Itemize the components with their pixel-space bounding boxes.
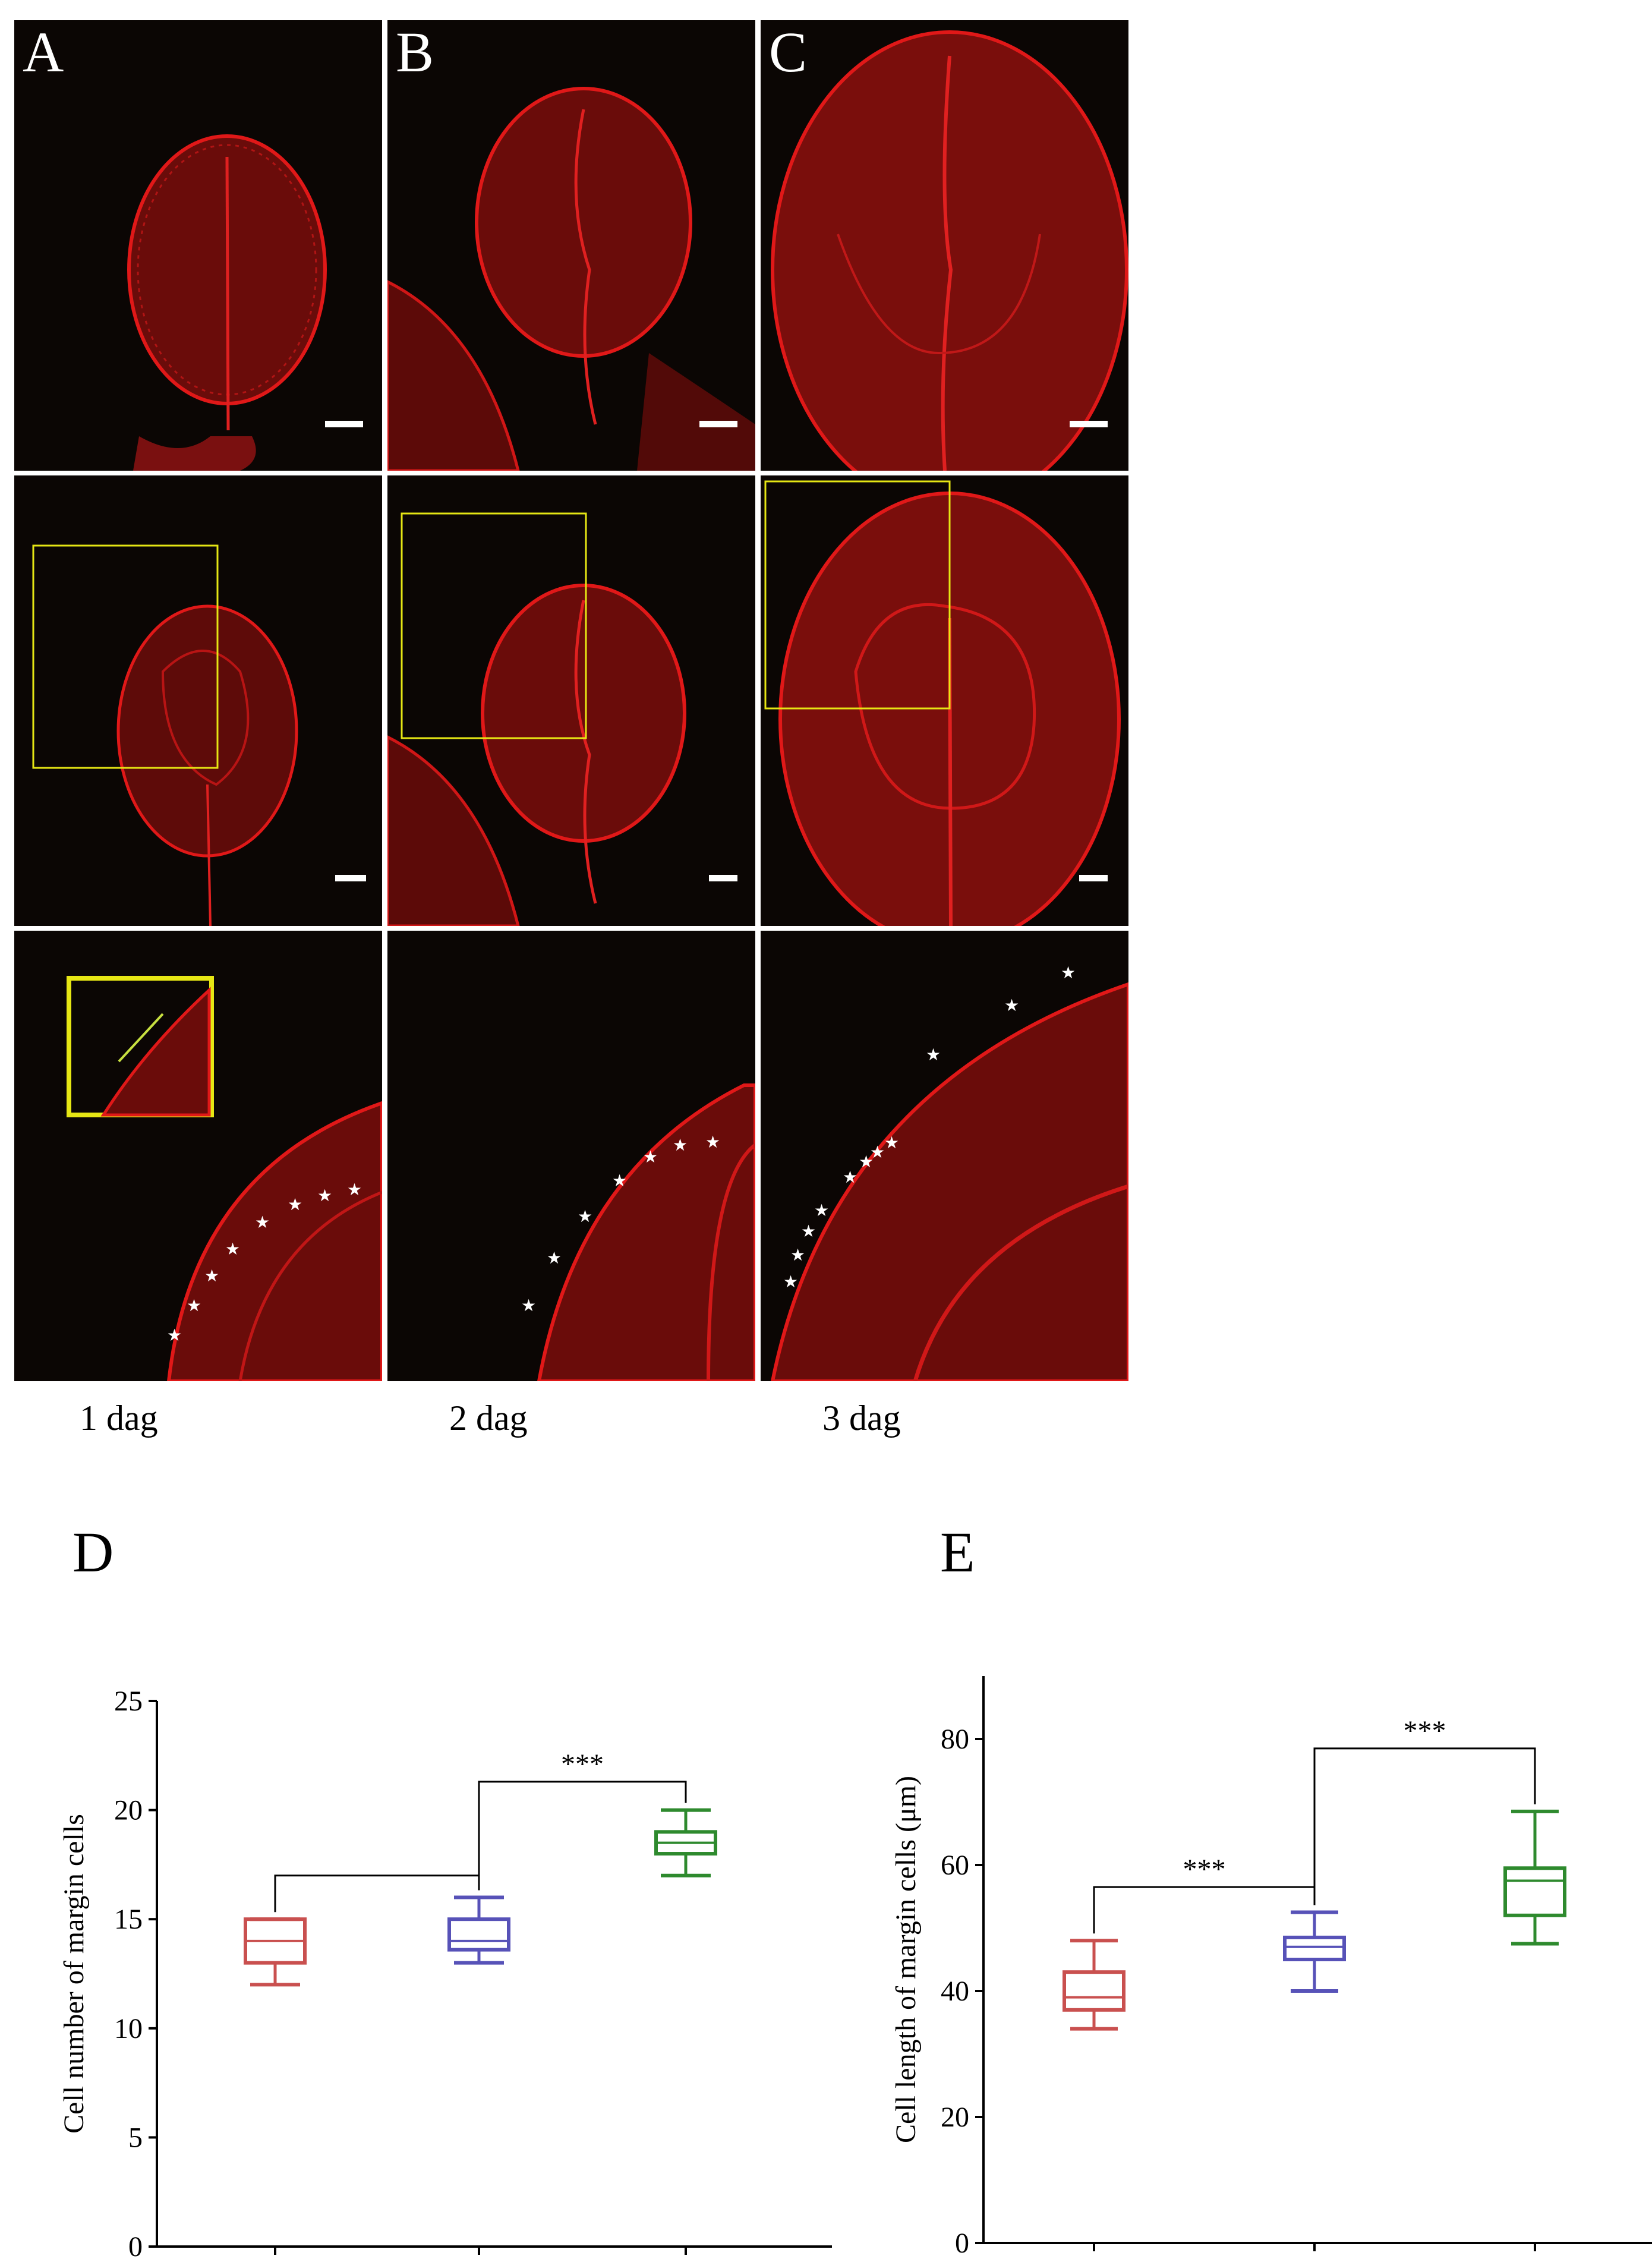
- svg-text:★: ★: [288, 1195, 302, 1214]
- svg-text:★: ★: [167, 1325, 182, 1345]
- scale-bar: [1079, 875, 1108, 881]
- y-tick-label: 5: [128, 2122, 143, 2153]
- svg-text:★: ★: [801, 1221, 816, 1241]
- y-tick-label: 40: [941, 1976, 969, 2007]
- svg-text:★: ★: [705, 1132, 720, 1152]
- svg-text:★: ★: [317, 1186, 332, 1205]
- y-axis-label: Cell length of margin cells (μm): [890, 1776, 922, 2143]
- box-iqr: [447, 1917, 510, 1952]
- svg-text:★: ★: [673, 1135, 688, 1155]
- roi-box: [401, 512, 587, 739]
- scale-bar: [709, 875, 737, 881]
- column-label: 2 dag: [449, 1398, 528, 1438]
- cotyledon-image: [764, 480, 1121, 926]
- significance-bracket: [1093, 1886, 1316, 1934]
- scale-bar: [325, 421, 363, 427]
- panel-a-row3: ★ ★ ★ ★ ★ ★ ★ ★: [14, 931, 382, 1381]
- svg-text:★: ★: [187, 1296, 201, 1315]
- box-iqr: [1063, 1970, 1125, 2012]
- y-tick-label: 80: [941, 1724, 969, 1755]
- y-tick-label: 60: [941, 1850, 969, 1881]
- svg-text:★: ★: [255, 1212, 270, 1232]
- column-label: 1 dag: [80, 1398, 158, 1438]
- svg-text:★: ★: [521, 1296, 536, 1315]
- cotyledon-image: [387, 512, 686, 926]
- panel-b-row3: ★ ★ ★ ★ ★ ★ ★: [387, 931, 755, 1381]
- box-iqr: [1283, 1935, 1346, 1961]
- box-2: [447, 1895, 510, 1965]
- box-3: [654, 1808, 717, 1877]
- y-tick-label: 0: [128, 2231, 143, 2262]
- scale-bar: [1070, 421, 1108, 427]
- panel-b-row1: B: [387, 20, 755, 471]
- svg-text:★: ★: [790, 1245, 805, 1265]
- y-tick-label: 20: [114, 1795, 143, 1826]
- panel-label-e: E: [940, 1520, 975, 1584]
- significance-bracket: [274, 1875, 480, 1913]
- significance-bracket: [478, 1781, 687, 1891]
- margin-closeup-image: ★★ ★★ ★★ ★★ ★★ ★: [770, 963, 1128, 1381]
- box-1: [1063, 1939, 1125, 2031]
- scale-bar: [699, 421, 737, 427]
- svg-text:★: ★: [870, 1142, 885, 1162]
- svg-text:★: ★: [859, 1152, 874, 1171]
- significance-label: ***: [1183, 1854, 1226, 1885]
- scale-bar: [335, 875, 366, 881]
- y-tick-label: 20: [941, 2102, 969, 2133]
- y-axis-label: Cell number of margin cells: [58, 1814, 90, 2134]
- svg-text:★: ★: [1061, 963, 1076, 982]
- svg-text:★: ★: [926, 1045, 941, 1064]
- y-tick-label: 10: [114, 2013, 143, 2044]
- svg-text:★: ★: [783, 1272, 798, 1291]
- margin-closeup-image: ★ ★ ★ ★ ★ ★ ★: [521, 1083, 755, 1381]
- svg-text:★: ★: [578, 1206, 592, 1226]
- box-1: [244, 1917, 307, 1987]
- panel-label-a: A: [23, 20, 64, 84]
- box-2: [1283, 1910, 1346, 1993]
- column-label: 3 dag: [822, 1398, 901, 1438]
- svg-text:★: ★: [225, 1239, 240, 1259]
- panel-b-row2: [387, 475, 755, 926]
- y-tick-label: 25: [114, 1686, 143, 1717]
- panel-label-b: B: [396, 20, 434, 84]
- significance-label: ***: [1404, 1715, 1446, 1747]
- svg-text:★: ★: [612, 1171, 627, 1190]
- panel-label-c: C: [769, 20, 808, 84]
- svg-text:★: ★: [204, 1266, 219, 1286]
- svg-text:★: ★: [347, 1180, 362, 1199]
- roi-box: [764, 480, 951, 710]
- svg-text:★: ★: [884, 1133, 899, 1152]
- panel-c-row2: [761, 475, 1128, 926]
- box-iqr: [654, 1830, 717, 1856]
- significance-label: ***: [561, 1749, 604, 1780]
- svg-text:★: ★: [643, 1147, 658, 1167]
- svg-text:★: ★: [547, 1248, 562, 1268]
- svg-text:★: ★: [814, 1201, 829, 1220]
- cotyledon-image: [32, 544, 298, 926]
- significance-bracket: [1313, 1747, 1536, 1905]
- y-tick-label: 0: [955, 2228, 969, 2259]
- roi-box: [32, 544, 219, 769]
- panel-c-row3: ★ ★ ★ ★ ★ ★ ★ ★ ★ ★ ★: [761, 931, 1128, 1381]
- box-iqr: [244, 1917, 307, 1965]
- box-3: [1503, 1809, 1566, 1946]
- panel-a-row2: [14, 475, 382, 926]
- panel-c-row1: C: [761, 20, 1128, 471]
- svg-text:★: ★: [843, 1167, 857, 1187]
- length-arrow: [118, 1013, 164, 1063]
- panel-a-row1: A: [14, 20, 382, 471]
- cotyledon-image: [127, 134, 327, 471]
- y-tick-label: 15: [114, 1904, 143, 1935]
- panel-label-d: D: [72, 1520, 114, 1584]
- cotyledon-image: [387, 87, 755, 471]
- box-iqr: [1503, 1866, 1566, 1917]
- margin-closeup-image: ★★ ★★ ★★ ★ ★: [67, 976, 382, 1381]
- svg-text:★: ★: [1004, 995, 1019, 1015]
- cotyledon-image: [771, 30, 1128, 471]
